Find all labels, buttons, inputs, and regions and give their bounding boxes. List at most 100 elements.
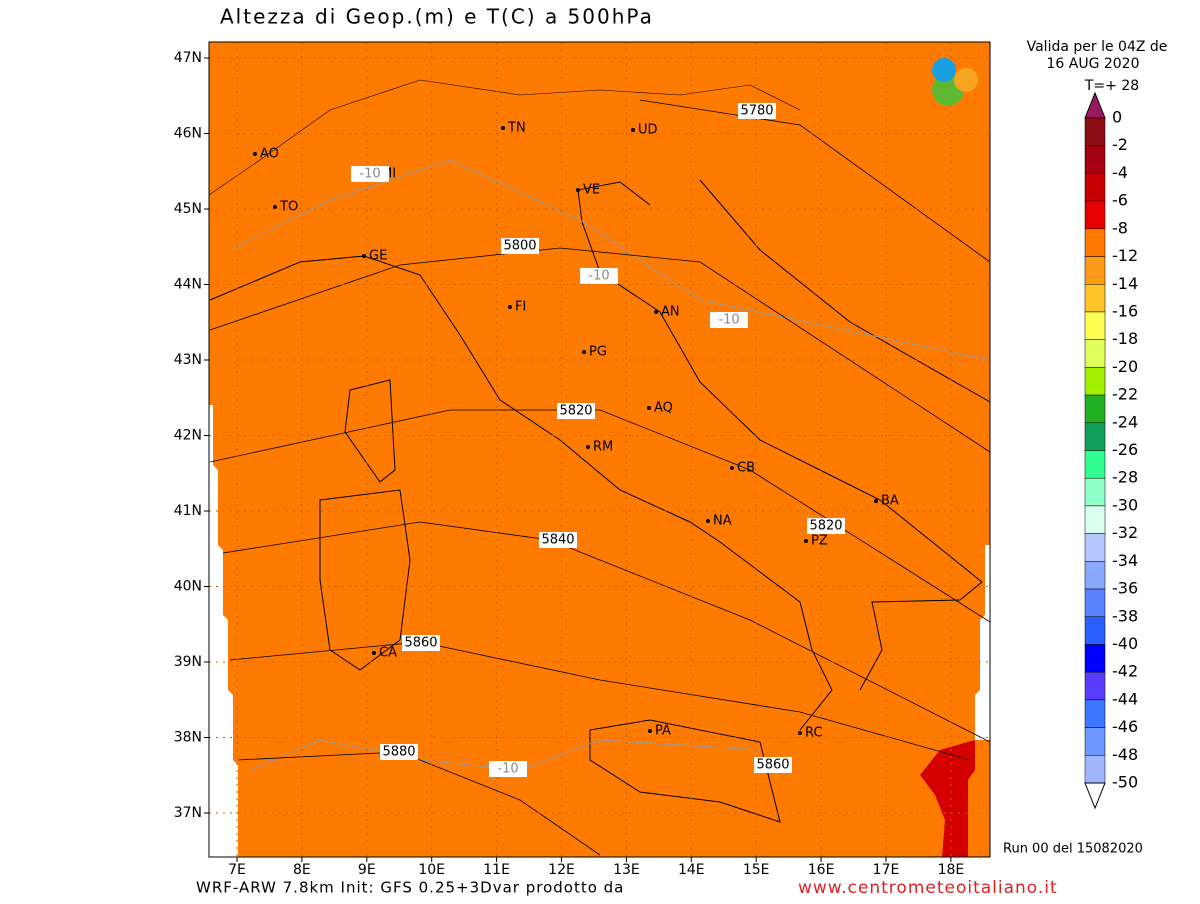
contour-label-bg	[539, 532, 577, 548]
colorbar-box	[1084, 422, 1106, 451]
contour-label: -10	[718, 313, 739, 328]
graticule	[209, 42, 990, 857]
city-label: AN	[661, 305, 680, 320]
colorbar-label: -36	[1112, 579, 1138, 598]
lon-label: 13E	[613, 862, 640, 878]
city-label: RM	[593, 440, 613, 455]
map-frame	[208, 41, 991, 858]
colorbar-label: 0	[1112, 108, 1122, 127]
colorbar-box	[1084, 394, 1106, 424]
coastlines	[208, 79, 991, 823]
colorbar-box	[1084, 256, 1106, 285]
lon-label: 17E	[873, 862, 900, 878]
colorbar-box	[1084, 644, 1106, 673]
city-label: BA	[881, 494, 899, 509]
city-dot	[648, 729, 652, 733]
colorbar-label: -20	[1112, 357, 1138, 376]
lon-label: 18E	[938, 862, 965, 878]
city-label: PG	[589, 345, 607, 360]
colorbar-box	[1084, 339, 1106, 368]
city-label: AQ	[654, 401, 673, 416]
contour-label-bg	[710, 312, 748, 328]
lat-label: 38N	[174, 730, 202, 746]
colorbar-label: -32	[1112, 523, 1138, 542]
lon-label: 10E	[418, 862, 445, 878]
colorbar-box	[1084, 477, 1106, 507]
contour-label: 5820	[559, 404, 592, 419]
city-dot	[582, 350, 586, 354]
city-dot	[586, 445, 590, 449]
colorbar-box	[1084, 505, 1106, 534]
city-label: CA	[379, 646, 397, 661]
colorbar-label: -40	[1112, 634, 1138, 653]
colorbar-label: -38	[1112, 606, 1138, 625]
colorbar-label: -24	[1112, 412, 1138, 431]
lat-label: 43N	[174, 352, 202, 368]
city-dot	[874, 499, 878, 503]
lon-label: 15E	[743, 862, 770, 878]
colorbar-label: -2	[1112, 135, 1128, 154]
contour-label: 5860	[404, 636, 437, 651]
contour-labels: 5780 5800 5820 5820 5840 5860 5880 5860 -10 -10 -1…	[351, 103, 845, 777]
city-label: FI	[515, 300, 526, 315]
colorbar-label: -26	[1112, 440, 1138, 459]
city-label: PA	[655, 724, 671, 739]
colorbar-box	[1084, 450, 1106, 479]
colorbar: 0 -2 -4 -6 -8 -12 -14 -16 -18 -20 -22 -24 -26 -28 -30 -…	[1084, 91, 1138, 810]
contour-label-bg	[557, 403, 595, 419]
contour-label: 5800	[503, 239, 536, 254]
city-dot	[647, 406, 651, 410]
contour-label-bg	[807, 518, 845, 534]
colorbar-label: -16	[1112, 301, 1138, 320]
lon-label: 7E	[228, 862, 246, 878]
map: AOMITOTNUDVEGEFIANPGAQRMCBBANAPZCAPARC 5…	[208, 41, 991, 858]
contour-label-bg	[380, 744, 418, 760]
colorbar-box	[1084, 699, 1106, 728]
colorbar-box	[1084, 173, 1106, 202]
colorbar-box	[1084, 284, 1106, 313]
city-label: TO	[279, 200, 298, 215]
axes: 47N 46N 45N 44N 43N 42N 41N 40N 39N 38N 37N 7E 8E 9E 1…	[174, 50, 965, 878]
colorbar-bottom	[1084, 782, 1106, 810]
city-label: UD	[638, 123, 658, 138]
no-data	[209, 405, 238, 857]
lat-label: 37N	[174, 805, 202, 821]
contour-label-bg	[754, 757, 792, 773]
colorbar-label: -4	[1112, 163, 1128, 182]
city-dot	[273, 205, 277, 209]
lat-label: 44N	[174, 277, 202, 293]
colorbar-label: -22	[1112, 385, 1138, 404]
contour-label: -10	[497, 762, 518, 777]
colorbar-label: -42	[1112, 662, 1138, 681]
colorbar-box	[1084, 533, 1106, 562]
city-label: CB	[737, 461, 755, 476]
city-label: TN	[507, 121, 526, 136]
colorbar-label: -50	[1112, 773, 1138, 792]
colorbar-label: -44	[1112, 689, 1138, 708]
city-dot	[730, 466, 734, 470]
contour-label: 5840	[541, 533, 574, 548]
colorbar-box	[1084, 755, 1106, 784]
contour-label-bg	[402, 635, 440, 651]
colorbar-box	[1084, 145, 1106, 174]
colorbar-label: -48	[1112, 745, 1138, 764]
colorbar-box	[1084, 561, 1106, 590]
colorbar-label: -12	[1112, 246, 1138, 265]
contour-label: 5820	[809, 519, 842, 534]
lat-label: 46N	[174, 126, 202, 142]
map-background	[209, 42, 990, 857]
lon-label: 16E	[808, 862, 835, 878]
lon-label: 14E	[678, 862, 705, 878]
contour-label: 5780	[740, 104, 773, 119]
website: www.centrometeoitaliano.it	[798, 878, 1058, 898]
city-dot	[654, 310, 658, 314]
colorbar-label: -18	[1112, 329, 1138, 348]
city-label: GE	[369, 249, 387, 264]
colorbar-label: -28	[1112, 468, 1138, 487]
lat-label: 42N	[174, 428, 202, 444]
cities: AOMITOTNUDVEGEFIANPGAQRMCBBANAPZCAPARC	[253, 121, 899, 741]
lon-label: 8E	[293, 862, 311, 878]
logo	[932, 58, 978, 106]
colorbar-box	[1084, 671, 1106, 701]
city-label: PZ	[811, 534, 828, 549]
